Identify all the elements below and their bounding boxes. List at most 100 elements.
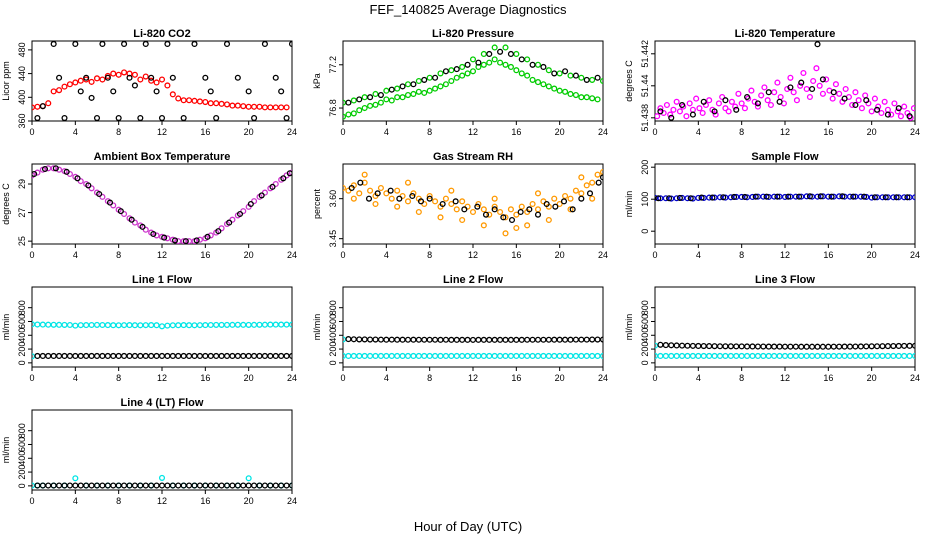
data-point <box>193 237 200 244</box>
data-point <box>50 88 57 95</box>
data-point <box>578 352 585 360</box>
y-tick-label: 400 <box>17 328 27 343</box>
data-point <box>567 336 574 343</box>
data-point <box>283 352 290 360</box>
data-point <box>356 336 363 343</box>
data-point <box>175 352 182 360</box>
plot-frame <box>654 286 916 368</box>
data-point <box>599 352 603 360</box>
data-point <box>148 352 155 360</box>
data-point <box>771 343 778 350</box>
data-point <box>426 195 433 202</box>
data-point <box>599 336 603 343</box>
data-point <box>288 41 292 48</box>
data-point <box>426 192 433 200</box>
data-point <box>99 352 106 360</box>
data-point <box>863 97 870 104</box>
x-tick-label: 8 <box>427 250 432 260</box>
data-point <box>529 336 536 343</box>
data-series <box>32 321 292 360</box>
data-point <box>72 482 79 489</box>
data-point <box>223 321 231 328</box>
data-point <box>283 114 290 121</box>
data-point <box>904 194 911 201</box>
data-point <box>180 97 187 104</box>
x-tick-label: 4 <box>696 373 701 383</box>
data-point <box>895 342 902 350</box>
data-point <box>153 322 160 329</box>
y-tick-label: 77.2 <box>328 56 338 74</box>
data-point <box>871 194 878 201</box>
data-point <box>668 352 675 360</box>
data-point <box>668 114 675 121</box>
data-point <box>356 96 363 103</box>
data-point <box>722 97 729 104</box>
y-axis-label: ml/min <box>1 437 11 464</box>
data-point <box>540 63 547 70</box>
data-point <box>410 336 417 343</box>
data-point <box>234 482 241 489</box>
points-layer <box>343 168 603 237</box>
data-point <box>689 111 696 118</box>
data-point <box>754 103 761 110</box>
data-series <box>345 48 601 106</box>
data-point <box>437 214 444 221</box>
data-point <box>278 352 285 360</box>
data-point <box>66 352 73 360</box>
data-point <box>695 352 702 360</box>
data-point <box>439 200 446 208</box>
data-point <box>744 93 751 101</box>
data-point <box>874 343 881 350</box>
data-point <box>104 352 111 360</box>
x-tick-label: 0 <box>29 127 34 137</box>
x-tick-label: 16 <box>823 373 833 383</box>
data-point <box>394 336 401 343</box>
data-point <box>803 352 810 360</box>
data-point <box>712 111 719 118</box>
data-point <box>830 343 837 350</box>
data-point <box>66 482 73 489</box>
data-point <box>819 90 826 97</box>
data-point <box>589 76 596 83</box>
data-point <box>828 193 835 200</box>
data-point <box>410 352 417 360</box>
x-tick-label: 8 <box>116 373 121 383</box>
data-point <box>432 85 439 92</box>
data-point <box>849 101 856 109</box>
data-point <box>459 198 466 205</box>
data-point <box>169 74 176 81</box>
data-point <box>459 63 466 70</box>
data-point <box>868 352 875 360</box>
data-point <box>350 97 357 104</box>
data-point <box>426 87 433 94</box>
data-point <box>513 336 520 343</box>
y-tick-label: 0 <box>17 483 27 488</box>
data-point <box>459 352 466 360</box>
data-point <box>722 343 729 350</box>
data-point <box>453 352 460 360</box>
data-point <box>404 198 412 205</box>
data-point <box>825 352 832 360</box>
data-point <box>202 352 209 360</box>
data-point <box>377 92 384 99</box>
data-series <box>348 174 603 224</box>
panel-title: Line 4 (LT) Flow <box>121 397 204 409</box>
data-point <box>890 352 897 360</box>
data-point <box>261 352 268 360</box>
data-point <box>586 190 594 197</box>
data-point <box>93 114 101 121</box>
data-point <box>711 343 718 350</box>
data-point <box>56 166 63 173</box>
data-point <box>56 352 63 360</box>
data-point <box>676 194 683 201</box>
plot-frame <box>342 286 604 368</box>
x-tick-label: 4 <box>696 250 701 260</box>
data-point <box>180 114 187 121</box>
x-tick-label: 16 <box>511 250 521 260</box>
data-series <box>657 41 913 121</box>
data-point <box>99 321 106 329</box>
data-point <box>153 88 160 95</box>
data-point <box>810 77 817 85</box>
